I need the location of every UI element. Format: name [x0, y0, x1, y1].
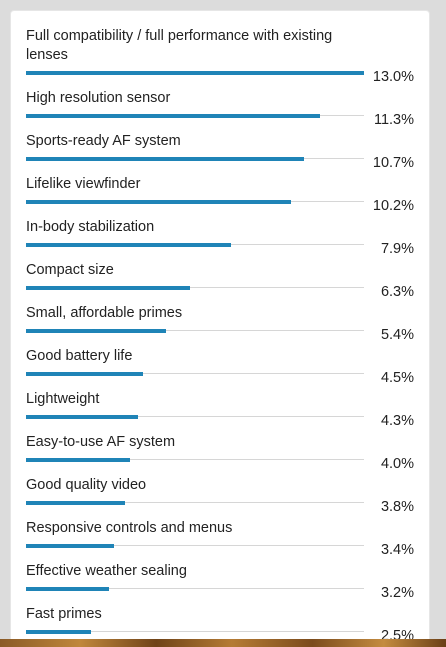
bar-row: Good quality video 3.8%: [26, 476, 416, 519]
bar: [26, 243, 231, 247]
bar-category-label: Lightweight: [26, 391, 100, 407]
bar-value-label: 13.0%: [372, 69, 414, 85]
results-card: Full compatibility / full performance wi…: [10, 10, 430, 643]
bar-track: [26, 286, 364, 290]
bar-category-label: Good battery life: [26, 348, 133, 364]
bar: [26, 114, 320, 118]
bar-row: Small, affordable primes 5.4%: [26, 304, 416, 347]
bar: [26, 372, 143, 376]
bar-row: High resolution sensor 11.3%: [26, 89, 416, 132]
bar: [26, 71, 364, 75]
bar-category-label: Effective weather sealing: [26, 563, 187, 579]
bar-chart: Full compatibility / full performance wi…: [26, 27, 416, 643]
bar-row: Lightweight 4.3%: [26, 390, 416, 433]
bar-value-label: 6.3%: [380, 284, 414, 300]
bar-row: Full compatibility / full performance wi…: [26, 27, 416, 89]
bar-row: Sports-ready AF system 10.7%: [26, 132, 416, 175]
bar-track: [26, 329, 364, 333]
bar-row: Easy-to-use AF system 4.0%: [26, 433, 416, 476]
bar-category-label: High resolution sensor: [26, 90, 171, 106]
bar-value-label: 10.7%: [372, 155, 414, 171]
bar-category-label: Full compatibility / full performance wi…: [26, 28, 333, 63]
bar-row: In-body stabilization 7.9%: [26, 218, 416, 261]
bar: [26, 501, 125, 505]
bar-track: [26, 243, 364, 247]
bar-value-label: 4.3%: [380, 413, 414, 429]
bar-track: [26, 114, 364, 118]
bar-value-label: 3.8%: [380, 499, 414, 515]
bar: [26, 587, 109, 591]
bar-category-label: Small, affordable primes: [26, 305, 183, 321]
bar-value-label: 3.4%: [380, 542, 414, 558]
bar-value-label: 11.3%: [373, 112, 414, 128]
bar: [26, 286, 190, 290]
bar-category-label: Sports-ready AF system: [26, 133, 181, 149]
bar-category-label: Easy-to-use AF system: [26, 434, 176, 450]
bar-category-label: Compact size: [26, 262, 114, 278]
bar-track: [26, 458, 364, 462]
bar-category-label: In-body stabilization: [26, 219, 155, 235]
bar: [26, 157, 304, 161]
bar-value-label: 2.5%: [380, 628, 414, 643]
bar-value-label: 4.5%: [380, 370, 414, 386]
bar: [26, 415, 138, 419]
bar-row: Effective weather sealing 3.2%: [26, 562, 416, 605]
bar-track: [26, 415, 364, 419]
bar-value-label: 7.9%: [380, 241, 414, 257]
background-strip: [0, 639, 446, 647]
bar-track: [26, 157, 364, 161]
bar-row: Responsive controls and menus 3.4%: [26, 519, 416, 562]
bar-track: [26, 544, 364, 548]
bar-value-label: 3.2%: [380, 585, 414, 601]
bar-category-label: Fast primes: [26, 606, 102, 622]
bar-track: [26, 587, 364, 591]
bar: [26, 544, 114, 548]
bar-track: [26, 200, 364, 204]
bar-track: [26, 630, 364, 634]
bar: [26, 630, 91, 634]
bar: [26, 458, 130, 462]
bar-value-label: 5.4%: [380, 327, 414, 343]
bar-track: [26, 501, 364, 505]
bar-row: Fast primes 2.5%: [26, 605, 416, 643]
bar: [26, 200, 291, 204]
bar-track: [26, 71, 364, 75]
bar-row: Compact size 6.3%: [26, 261, 416, 304]
bar-value-label: 10.2%: [372, 198, 414, 214]
bar-category-label: Responsive controls and menus: [26, 520, 233, 536]
bar-track: [26, 372, 364, 376]
bar-category-label: Good quality video: [26, 477, 147, 493]
bar-category-label: Lifelike viewfinder: [26, 176, 141, 192]
bar: [26, 329, 166, 333]
bar-row: Good battery life 4.5%: [26, 347, 416, 390]
bar-row: Lifelike viewfinder 10.2%: [26, 175, 416, 218]
bar-value-label: 4.0%: [380, 456, 414, 472]
